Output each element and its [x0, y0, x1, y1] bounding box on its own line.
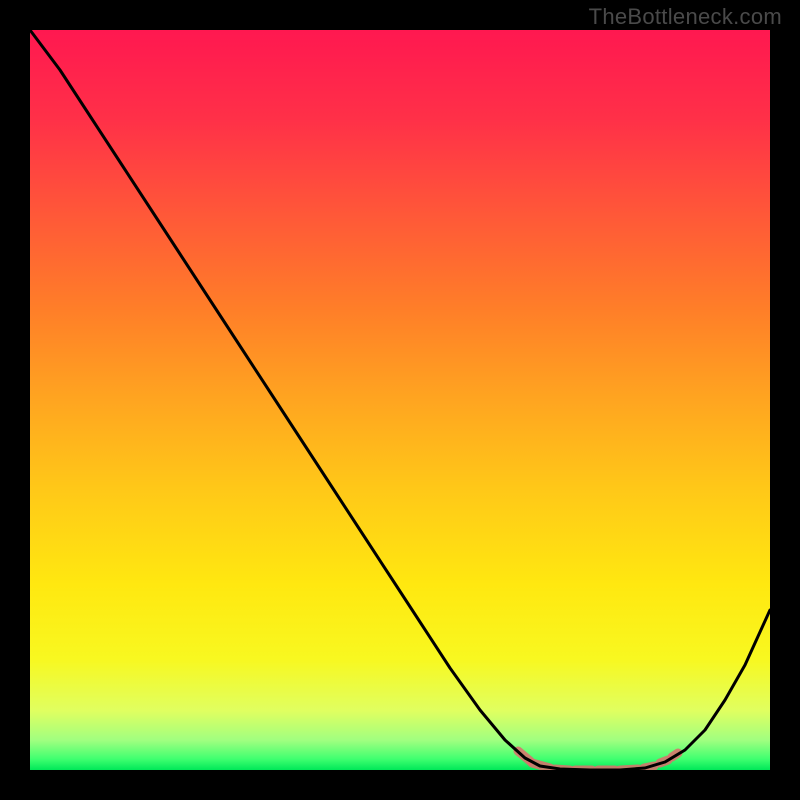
chart-curve-layer: [30, 30, 770, 770]
bottleneck-curve: [30, 30, 770, 770]
plot-area: [30, 30, 770, 770]
watermark-text: TheBottleneck.com: [589, 4, 782, 30]
